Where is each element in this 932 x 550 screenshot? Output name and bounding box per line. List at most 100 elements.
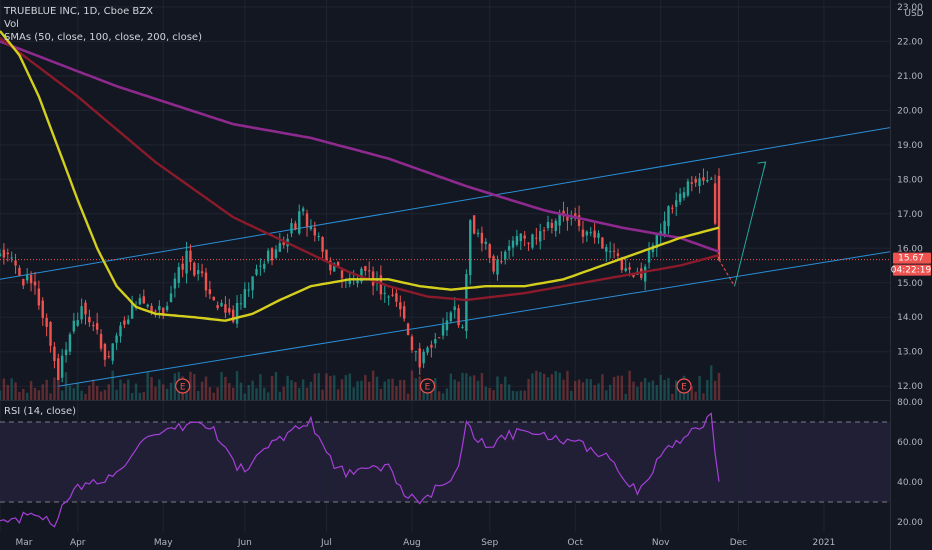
volume-bar bbox=[628, 370, 631, 400]
volume-bar bbox=[92, 379, 95, 400]
volume-bar bbox=[702, 393, 705, 400]
volume-bar bbox=[57, 374, 60, 400]
candle-down bbox=[224, 304, 227, 313]
candle-down bbox=[527, 242, 530, 244]
candle-up bbox=[356, 280, 359, 284]
candle-up bbox=[301, 208, 305, 212]
time-tick-label: Mar bbox=[16, 538, 33, 548]
volume-bar bbox=[663, 379, 666, 400]
volume-bar bbox=[457, 381, 460, 400]
volume-bar bbox=[640, 381, 643, 400]
volume-bar bbox=[472, 375, 476, 400]
volume-bar bbox=[519, 390, 522, 400]
candle-down bbox=[29, 275, 33, 284]
volume-bar bbox=[492, 390, 495, 400]
price-tick-label: 13.00 bbox=[897, 348, 923, 358]
volume-bar bbox=[406, 393, 410, 400]
candle-up bbox=[426, 347, 429, 353]
candle-up bbox=[127, 319, 130, 324]
rsi-tick-label: 80.00 bbox=[897, 398, 923, 408]
volume-bar bbox=[453, 379, 456, 400]
price-tick-label: 22.00 bbox=[897, 37, 923, 47]
candle-up bbox=[706, 179, 709, 182]
volume-bar bbox=[391, 378, 394, 400]
volume-bar bbox=[383, 381, 386, 400]
volume-bar bbox=[286, 375, 289, 400]
price-tick-label: 21.00 bbox=[897, 72, 923, 82]
earnings-marker[interactable] bbox=[676, 378, 692, 394]
volume-bar bbox=[601, 374, 604, 400]
candle-up bbox=[76, 320, 79, 326]
volume-bar bbox=[360, 380, 363, 400]
rsi-label: RSI (14, close) bbox=[4, 406, 76, 417]
candle-down bbox=[717, 175, 721, 260]
time-tick-label: Apr bbox=[70, 538, 86, 548]
volume-bar bbox=[107, 384, 111, 400]
volume-bar bbox=[119, 379, 122, 400]
volume-bar bbox=[496, 376, 499, 400]
symbol-title: TRUEBLUE INC, 1D, Cboe BZX bbox=[3, 6, 153, 17]
volume-bar bbox=[597, 383, 600, 400]
volume-bar bbox=[690, 386, 693, 400]
volume-bar bbox=[523, 390, 526, 400]
candle-down bbox=[632, 274, 635, 277]
candle-up bbox=[274, 249, 278, 258]
candle-down bbox=[313, 228, 317, 236]
volume-bar bbox=[14, 382, 17, 400]
volume-bar bbox=[605, 390, 608, 400]
volume-bar bbox=[352, 387, 355, 400]
earnings-marker[interactable] bbox=[175, 378, 191, 394]
candle-up bbox=[278, 243, 282, 252]
volume-bar bbox=[309, 381, 313, 400]
volume-bar bbox=[368, 381, 371, 400]
volume-bar bbox=[356, 381, 359, 400]
volume-bar bbox=[84, 393, 87, 400]
volume-bar bbox=[375, 376, 379, 400]
price-tick-label: 19.00 bbox=[897, 141, 923, 151]
currency-label: USD bbox=[904, 9, 923, 19]
candle-up bbox=[461, 327, 464, 329]
candle-up bbox=[686, 181, 690, 196]
candle-up bbox=[387, 296, 390, 298]
candle-down bbox=[391, 294, 394, 296]
price-badge bbox=[893, 252, 931, 264]
candle-up bbox=[624, 268, 627, 272]
volume-bar bbox=[103, 389, 107, 400]
volume-bar bbox=[193, 374, 196, 400]
candle-down bbox=[379, 275, 383, 295]
candle-down bbox=[601, 237, 604, 249]
candle-up bbox=[507, 246, 511, 251]
candle-down bbox=[208, 289, 212, 295]
volume-bar bbox=[274, 372, 278, 400]
candle-up bbox=[643, 266, 647, 282]
earnings-marker[interactable] bbox=[419, 378, 436, 394]
volume-bar bbox=[480, 373, 484, 400]
candle-up bbox=[146, 304, 149, 307]
candle-up bbox=[64, 349, 68, 356]
candle-down bbox=[406, 323, 410, 335]
candle-up bbox=[570, 218, 573, 220]
sma-200-line bbox=[0, 40, 720, 253]
candle-down bbox=[566, 216, 569, 221]
candle-down bbox=[523, 235, 526, 239]
volume-bar bbox=[95, 385, 99, 400]
candle-up bbox=[259, 265, 262, 267]
candle-down bbox=[53, 346, 56, 362]
candle-up bbox=[422, 351, 425, 364]
candle-down bbox=[88, 316, 91, 323]
volume-bar bbox=[418, 376, 421, 400]
volume-bar bbox=[636, 386, 639, 400]
volume-bar bbox=[80, 390, 83, 400]
candle-up bbox=[243, 289, 247, 308]
volume-bar bbox=[33, 387, 37, 400]
candle-down bbox=[713, 183, 717, 224]
volume-bar bbox=[212, 392, 215, 400]
price-tick-label: 20.00 bbox=[897, 106, 923, 116]
rsi-tick-label: 40.00 bbox=[897, 478, 923, 488]
volume-bar bbox=[632, 381, 635, 400]
candle-up bbox=[266, 250, 270, 262]
volume-bar bbox=[651, 380, 655, 400]
price-tick-label: 16.00 bbox=[897, 244, 923, 254]
